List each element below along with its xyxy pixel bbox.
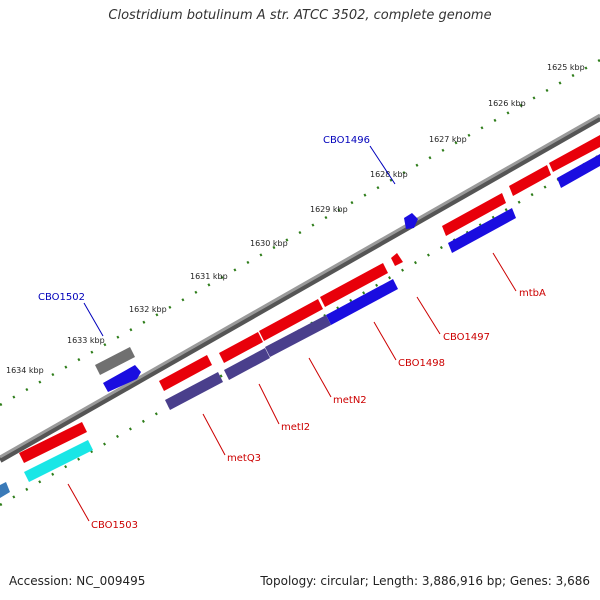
tick-labels: 1625 kbp 1626 kbp 1627 kbp 1628 kbp 1629… bbox=[6, 63, 585, 375]
gene-operon-metn2[interactable] bbox=[265, 315, 331, 357]
gene-label-cbo1502: CBO1502 bbox=[38, 292, 85, 303]
genome-stats: Topology: circular; Length: 3,886,916 bp… bbox=[260, 574, 590, 588]
gene-label-metn2: metN2 bbox=[333, 395, 367, 406]
accession-label: Accession: NC_009495 bbox=[9, 574, 146, 588]
leader-cbo1503 bbox=[67, 483, 90, 522]
gene-reverse-1[interactable] bbox=[557, 154, 600, 188]
gene-label-cbo1503: CBO1503 bbox=[91, 520, 138, 531]
gene-forward-2[interactable] bbox=[509, 165, 551, 196]
leader-cbo1502 bbox=[83, 302, 104, 337]
genome-backbone-shadow bbox=[0, 115, 600, 463]
gene-forward-1[interactable] bbox=[549, 135, 600, 172]
tick-label-1631: 1631 kbp bbox=[190, 272, 228, 281]
leader-metq3 bbox=[202, 413, 226, 456]
tick-label-1630: 1630 kbp bbox=[250, 239, 288, 248]
gene-forward-cbo1498[interactable] bbox=[320, 263, 388, 307]
gene-label-meti2: metI2 bbox=[281, 422, 310, 433]
leader-mtba bbox=[492, 252, 517, 292]
tick-label-1627: 1627 kbp bbox=[429, 135, 467, 144]
tick-label-1625: 1625 kbp bbox=[547, 63, 585, 72]
gene-label-cbo1497: CBO1497 bbox=[443, 332, 490, 343]
gene-label-metq3: metQ3 bbox=[227, 453, 261, 464]
outer-tick-ring bbox=[0, 58, 600, 407]
tick-label-1626: 1626 kbp bbox=[488, 99, 526, 108]
gene-label-mtba: mtbA bbox=[519, 288, 546, 299]
tick-label-1632: 1632 kbp bbox=[129, 305, 167, 314]
gene-reverse-mtba[interactable] bbox=[448, 208, 516, 253]
gene-operon-metq3[interactable] bbox=[165, 372, 223, 410]
tick-label-1629: 1629 kbp bbox=[310, 205, 348, 214]
gene-label-cbo1496: CBO1496 bbox=[323, 135, 370, 146]
tick-label-1633: 1633 kbp bbox=[67, 336, 105, 345]
leader-metn2 bbox=[308, 357, 332, 398]
map-title: Clostridium botulinum A str. ATCC 3502, … bbox=[108, 8, 492, 23]
gene-label-cbo1498: CBO1498 bbox=[398, 358, 445, 369]
gene-forward-metq3[interactable] bbox=[159, 355, 212, 391]
genome-backbone bbox=[0, 113, 600, 459]
gene-cbo1496[interactable] bbox=[404, 213, 418, 229]
tick-label-1634: 1634 kbp bbox=[6, 366, 44, 375]
gene-forward-cbo1503[interactable] bbox=[19, 422, 87, 463]
gene-features bbox=[0, 135, 600, 498]
leader-cbo1496 bbox=[369, 145, 396, 185]
gene-cbo1503-cyan[interactable] bbox=[24, 440, 93, 482]
gene-forward-metn2[interactable] bbox=[259, 299, 323, 341]
gene-labels: CBO1496 CBO1502 mtbA CBO1497 CBO1498 met… bbox=[38, 135, 546, 531]
gene-cbo1497[interactable] bbox=[391, 253, 403, 266]
gene-operon-meti2[interactable] bbox=[224, 348, 270, 380]
gene-cbo1502-gray[interactable] bbox=[95, 347, 135, 375]
leader-cbo1497 bbox=[416, 296, 441, 335]
leader-meti2 bbox=[258, 383, 280, 425]
gene-edge-fragment[interactable] bbox=[0, 482, 10, 498]
gene-cbo1502-blue[interactable] bbox=[103, 365, 141, 392]
gene-forward-mtba[interactable] bbox=[442, 193, 506, 236]
gene-forward-meti2[interactable] bbox=[219, 332, 263, 363]
gene-reverse-cbo1498[interactable] bbox=[326, 279, 398, 325]
leader-cbo1498 bbox=[373, 321, 397, 361]
label-leaders bbox=[67, 145, 517, 522]
